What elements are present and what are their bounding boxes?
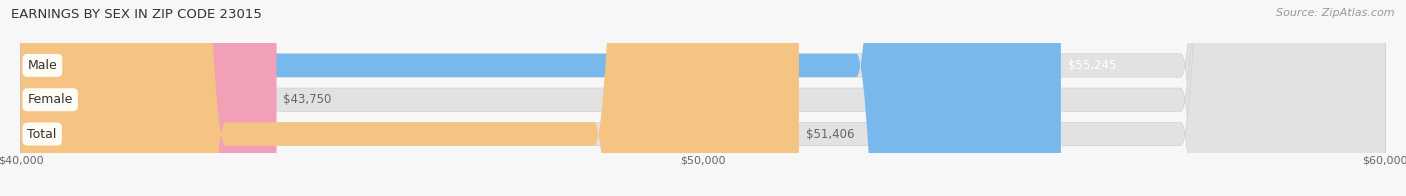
Text: Male: Male xyxy=(28,59,58,72)
Text: $55,245: $55,245 xyxy=(1067,59,1116,72)
Text: Total: Total xyxy=(28,128,56,141)
Text: EARNINGS BY SEX IN ZIP CODE 23015: EARNINGS BY SEX IN ZIP CODE 23015 xyxy=(11,8,262,21)
FancyBboxPatch shape xyxy=(21,0,1062,196)
FancyBboxPatch shape xyxy=(21,0,277,196)
Text: $51,406: $51,406 xyxy=(806,128,855,141)
Text: $43,750: $43,750 xyxy=(284,93,332,106)
Text: Source: ZipAtlas.com: Source: ZipAtlas.com xyxy=(1277,8,1395,18)
FancyBboxPatch shape xyxy=(21,0,1385,196)
FancyBboxPatch shape xyxy=(21,0,799,196)
Text: Female: Female xyxy=(28,93,73,106)
FancyBboxPatch shape xyxy=(21,0,1385,196)
FancyBboxPatch shape xyxy=(21,0,1385,196)
